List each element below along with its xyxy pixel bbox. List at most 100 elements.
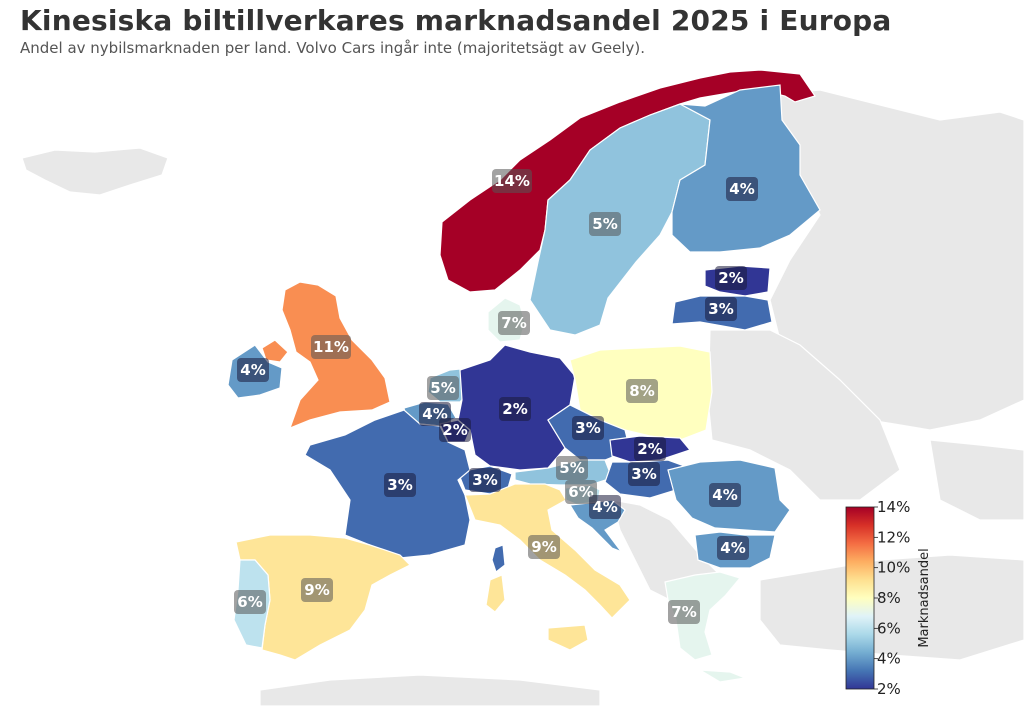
value-labels: 14% 5% 4% 2% 3% 7% 11% 4% 5% 4% 2% 2% 8% 3% 2% 5% 3% 3% 3%… bbox=[234, 169, 758, 624]
label-luxembourg: 2% bbox=[439, 418, 471, 442]
caucasus-shape bbox=[929, 439, 1024, 521]
label-text-finland: 4% bbox=[729, 180, 754, 198]
iceland-shape bbox=[21, 147, 169, 196]
label-text-croatia: 4% bbox=[592, 498, 617, 516]
label-austria: 5% bbox=[556, 456, 588, 480]
italy-region bbox=[464, 483, 631, 651]
colorbar: 2% 4% 6% 8% 10% 12% 14% Marknadsandel bbox=[845, 498, 932, 698]
label-romania: 4% bbox=[709, 483, 741, 507]
greece-region bbox=[664, 571, 748, 683]
label-box-estonia bbox=[715, 266, 747, 290]
label-text-denmark: 7% bbox=[501, 314, 526, 332]
label-box-denmark bbox=[498, 311, 530, 335]
label-text-luxembourg: 2% bbox=[442, 421, 467, 439]
label-sweden: 5% bbox=[589, 212, 621, 236]
label-text-france: 3% bbox=[387, 476, 412, 494]
label-box-ireland bbox=[237, 358, 269, 382]
label-germany: 2% bbox=[499, 397, 531, 421]
label-box-bulgaria bbox=[717, 536, 749, 560]
label-box-czechia bbox=[572, 416, 604, 440]
label-croatia: 4% bbox=[589, 495, 621, 519]
colorbar-tick-label: 12% bbox=[877, 528, 910, 546]
label-text-norway: 14% bbox=[494, 172, 530, 190]
label-box-france bbox=[384, 473, 416, 497]
label-box-switzerland bbox=[469, 468, 501, 492]
map-subtitle: Andel av nybilsmarknaden per land. Volvo… bbox=[20, 39, 645, 57]
label-text-austria: 5% bbox=[559, 459, 584, 477]
label-slovenia: 6% bbox=[565, 480, 597, 504]
label-box-united-kingdom bbox=[311, 335, 351, 359]
label-text-hungary: 3% bbox=[631, 465, 656, 483]
label-estonia: 2% bbox=[715, 266, 747, 290]
colorbar-gradient bbox=[845, 506, 875, 690]
label-portugal: 6% bbox=[234, 590, 266, 614]
label-text-italy: 9% bbox=[531, 538, 556, 556]
label-text-slovenia: 6% bbox=[568, 483, 593, 501]
label-text-poland: 8% bbox=[629, 382, 654, 400]
colorbar-tick-label: 6% bbox=[877, 619, 901, 637]
label-box-norway bbox=[492, 169, 532, 193]
label-text-ireland: 4% bbox=[240, 361, 265, 379]
label-text-romania: 4% bbox=[712, 486, 737, 504]
map-title: Kinesiska biltillverkares marknadsandel … bbox=[20, 4, 892, 37]
label-text-estonia: 2% bbox=[718, 269, 743, 287]
label-box-sweden bbox=[589, 212, 621, 236]
label-netherlands: 5% bbox=[427, 376, 459, 400]
label-box-romania bbox=[709, 483, 741, 507]
colorbar-tick-label: 10% bbox=[877, 559, 910, 577]
label-box-germany bbox=[499, 397, 531, 421]
label-box-austria bbox=[556, 456, 588, 480]
label-box-slovenia bbox=[565, 480, 597, 504]
label-box-hungary bbox=[628, 462, 660, 486]
colorbar-tick-label: 2% bbox=[877, 680, 901, 698]
label-box-croatia bbox=[589, 495, 621, 519]
label-finland: 4% bbox=[726, 177, 758, 201]
label-italy: 9% bbox=[528, 535, 560, 559]
colorbar-label: Marknadsandel bbox=[917, 548, 932, 647]
label-box-netherlands bbox=[427, 376, 459, 400]
finland-region bbox=[671, 84, 821, 253]
label-czechia: 3% bbox=[572, 416, 604, 440]
label-spain: 9% bbox=[301, 578, 333, 602]
label-text-switzerland: 3% bbox=[472, 471, 497, 489]
belarus-ukraine-shape bbox=[707, 329, 901, 501]
label-box-slovakia bbox=[634, 437, 666, 461]
label-denmark: 7% bbox=[498, 311, 530, 335]
label-text-spain: 9% bbox=[304, 581, 329, 599]
label-norway: 14% bbox=[492, 169, 532, 193]
label-text-bulgaria: 4% bbox=[720, 539, 745, 557]
label-ireland: 4% bbox=[237, 358, 269, 382]
label-box-latvia bbox=[705, 297, 737, 321]
label-latvia: 3% bbox=[705, 297, 737, 321]
colorbar-tick-label: 8% bbox=[877, 589, 901, 607]
label-text-united-kingdom: 11% bbox=[313, 338, 349, 356]
label-box-poland bbox=[626, 379, 658, 403]
label-hungary: 3% bbox=[628, 462, 660, 486]
label-slovakia: 2% bbox=[634, 437, 666, 461]
label-text-czechia: 3% bbox=[575, 419, 600, 437]
label-france: 3% bbox=[384, 473, 416, 497]
label-united-kingdom: 11% bbox=[311, 335, 351, 359]
corsica-shape bbox=[491, 544, 506, 573]
label-switzerland: 3% bbox=[469, 468, 501, 492]
label-box-spain bbox=[301, 578, 333, 602]
label-text-netherlands: 5% bbox=[430, 379, 455, 397]
label-box-italy bbox=[528, 535, 560, 559]
label-box-luxembourg bbox=[439, 418, 471, 442]
label-text-portugal: 6% bbox=[237, 593, 262, 611]
label-bulgaria: 4% bbox=[717, 536, 749, 560]
label-text-latvia: 3% bbox=[708, 300, 733, 318]
label-greece: 7% bbox=[668, 600, 700, 624]
label-text-slovakia: 2% bbox=[637, 440, 662, 458]
label-box-portugal bbox=[234, 590, 266, 614]
label-box-greece bbox=[668, 600, 700, 624]
colorbar-tick-label: 14% bbox=[877, 498, 910, 516]
label-text-germany: 2% bbox=[502, 400, 527, 418]
label-box-finland bbox=[726, 177, 758, 201]
colorbar-ticks: 2% 4% 6% 8% 10% 12% 14% bbox=[874, 498, 910, 698]
label-text-greece: 7% bbox=[671, 603, 696, 621]
north-africa-shape bbox=[259, 674, 601, 706]
colorbar-tick-label: 4% bbox=[877, 650, 901, 668]
label-poland: 8% bbox=[626, 379, 658, 403]
